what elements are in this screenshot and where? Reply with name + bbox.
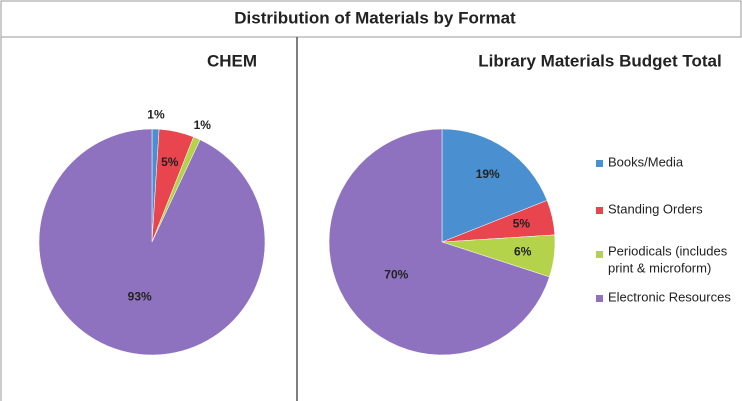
legend-label: Standing Orders (608, 201, 703, 216)
data-label: 70% (384, 267, 408, 281)
legend-label: Periodicals (includes print & microform) (608, 244, 728, 276)
data-label: 1% (194, 118, 212, 132)
data-label: 19% (476, 167, 500, 181)
legend-swatch (596, 207, 603, 214)
pie-slice (328, 128, 550, 356)
page-title: Distribution of Materials by Format (234, 8, 516, 27)
legend-label: Electronic Resources (608, 289, 731, 304)
legend-swatch (596, 295, 603, 302)
chart-title: CHEM (207, 51, 257, 70)
data-label: 1% (147, 108, 165, 122)
data-label: 93% (128, 289, 152, 303)
data-label: 6% (514, 244, 532, 258)
chart-title: Library Materials Budget Total (478, 51, 721, 70)
data-label: 5% (513, 216, 531, 230)
data-label: 5% (161, 155, 179, 169)
pie-slice (441, 128, 548, 243)
legend-swatch (596, 160, 603, 167)
title-bar (0, 0, 742, 38)
pie-slice (38, 128, 266, 356)
legend-label: Books/Media (608, 154, 684, 169)
legend-swatch (596, 251, 603, 258)
